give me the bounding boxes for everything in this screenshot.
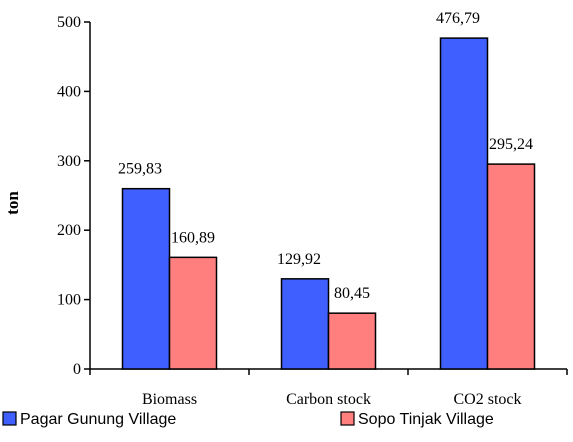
y-tick-label: 400 xyxy=(57,83,81,100)
data-label: 80,45 xyxy=(334,285,370,302)
bar xyxy=(280,278,330,370)
bars xyxy=(121,37,536,370)
legend-label: Sopo Tinjak Village xyxy=(358,411,494,428)
legend-label: Pagar Gunung Village xyxy=(20,411,176,428)
bar xyxy=(327,312,377,370)
bar xyxy=(439,37,489,370)
data-label: 160,89 xyxy=(171,229,215,246)
data-label: 295,24 xyxy=(489,136,533,153)
y-tick-label: 200 xyxy=(57,222,81,239)
y-axis: 0 100 200 300 400 500 xyxy=(57,14,91,378)
y-tick-label: 300 xyxy=(57,153,81,170)
x-category-label: Biomass xyxy=(142,391,197,408)
y-axis-title: ton xyxy=(3,191,22,215)
x-axis: Biomass Carbon stock CO2 stock xyxy=(89,368,568,408)
bar xyxy=(486,163,536,370)
x-category-label: CO2 stock xyxy=(454,391,522,408)
bar xyxy=(121,187,171,370)
data-label: 259,83 xyxy=(118,161,162,178)
x-category-label: Carbon stock xyxy=(286,391,371,408)
legend-swatch xyxy=(340,411,355,426)
legend: Pagar Gunung Village Sopo Tinjak Village xyxy=(2,411,494,428)
data-label: 129,92 xyxy=(277,251,321,268)
data-label: 476,79 xyxy=(436,10,480,27)
y-tick-label: 500 xyxy=(57,14,81,31)
data-labels: 259,83 160,89 129,92 80,45 476,79 295,24 xyxy=(118,10,533,302)
y-tick-label: 0 xyxy=(73,361,81,378)
y-tick-label: 100 xyxy=(57,292,81,309)
bar xyxy=(168,256,218,370)
legend-swatch xyxy=(2,411,17,426)
